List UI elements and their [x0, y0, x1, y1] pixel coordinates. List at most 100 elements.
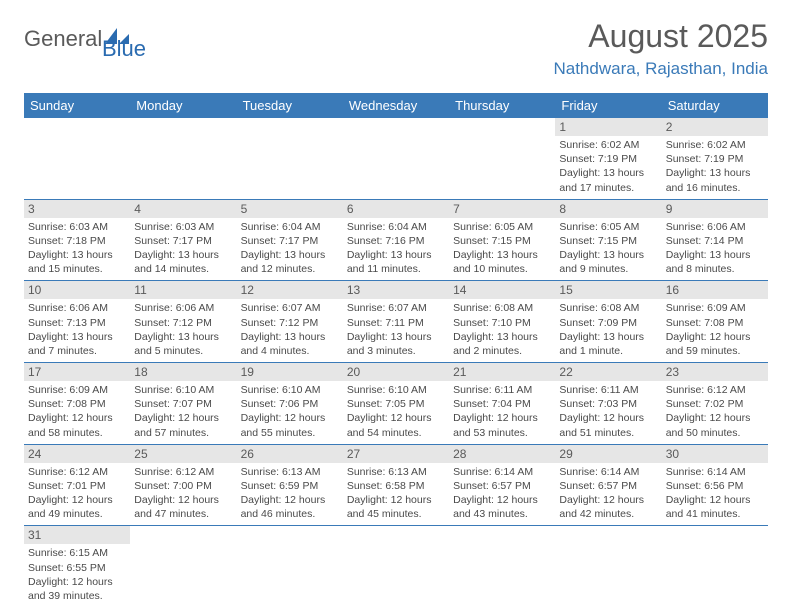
- calendar-day-cell: 11Sunrise: 6:06 AMSunset: 7:12 PMDayligh…: [130, 281, 236, 363]
- daylight-text: Daylight: 13 hours: [134, 248, 232, 262]
- calendar-week-row: 1Sunrise: 6:02 AMSunset: 7:19 PMDaylight…: [24, 118, 768, 199]
- daylight-text: and 58 minutes.: [28, 426, 126, 440]
- calendar-day-cell: 8Sunrise: 6:05 AMSunset: 7:15 PMDaylight…: [555, 199, 661, 281]
- sunrise-text: Sunrise: 6:14 AM: [559, 465, 657, 479]
- logo-text-blue: Blue: [102, 36, 146, 62]
- daylight-text: and 4 minutes.: [241, 344, 339, 358]
- daylight-text: and 3 minutes.: [347, 344, 445, 358]
- daylight-text: and 51 minutes.: [559, 426, 657, 440]
- daylight-text: Daylight: 13 hours: [134, 330, 232, 344]
- day-number: 7: [449, 200, 555, 218]
- calendar-day-cell: 30Sunrise: 6:14 AMSunset: 6:56 PMDayligh…: [662, 444, 768, 526]
- daylight-text: Daylight: 13 hours: [559, 330, 657, 344]
- sunset-text: Sunset: 7:15 PM: [559, 234, 657, 248]
- calendar-empty-cell: [343, 526, 449, 607]
- sunrise-text: Sunrise: 6:12 AM: [28, 465, 126, 479]
- day-number: 28: [449, 445, 555, 463]
- weekday-header: Saturday: [662, 93, 768, 118]
- calendar-day-cell: 17Sunrise: 6:09 AMSunset: 7:08 PMDayligh…: [24, 363, 130, 445]
- daylight-text: and 8 minutes.: [666, 262, 764, 276]
- header: General Blue August 2025 Nathdwara, Raja…: [0, 0, 792, 87]
- daylight-text: Daylight: 13 hours: [666, 166, 764, 180]
- sunset-text: Sunset: 7:19 PM: [666, 152, 764, 166]
- calendar-day-cell: 5Sunrise: 6:04 AMSunset: 7:17 PMDaylight…: [237, 199, 343, 281]
- page-title: August 2025: [553, 18, 768, 55]
- sunrise-text: Sunrise: 6:15 AM: [28, 546, 126, 560]
- daylight-text: Daylight: 12 hours: [453, 493, 551, 507]
- calendar-day-cell: 26Sunrise: 6:13 AMSunset: 6:59 PMDayligh…: [237, 444, 343, 526]
- daylight-text: and 9 minutes.: [559, 262, 657, 276]
- calendar-day-cell: 14Sunrise: 6:08 AMSunset: 7:10 PMDayligh…: [449, 281, 555, 363]
- calendar-week-row: 31Sunrise: 6:15 AMSunset: 6:55 PMDayligh…: [24, 526, 768, 607]
- day-number: 16: [662, 281, 768, 299]
- daylight-text: and 41 minutes.: [666, 507, 764, 521]
- calendar-day-cell: 12Sunrise: 6:07 AMSunset: 7:12 PMDayligh…: [237, 281, 343, 363]
- daylight-text: Daylight: 12 hours: [666, 330, 764, 344]
- calendar-day-cell: 29Sunrise: 6:14 AMSunset: 6:57 PMDayligh…: [555, 444, 661, 526]
- daylight-text: and 50 minutes.: [666, 426, 764, 440]
- calendar-day-cell: 31Sunrise: 6:15 AMSunset: 6:55 PMDayligh…: [24, 526, 130, 607]
- day-number: 18: [130, 363, 236, 381]
- sunrise-text: Sunrise: 6:06 AM: [134, 301, 232, 315]
- sunset-text: Sunset: 6:56 PM: [666, 479, 764, 493]
- day-number: 11: [130, 281, 236, 299]
- weekday-header: Wednesday: [343, 93, 449, 118]
- daylight-text: and 1 minute.: [559, 344, 657, 358]
- calendar-day-cell: 18Sunrise: 6:10 AMSunset: 7:07 PMDayligh…: [130, 363, 236, 445]
- calendar-week-row: 24Sunrise: 6:12 AMSunset: 7:01 PMDayligh…: [24, 444, 768, 526]
- sunset-text: Sunset: 6:57 PM: [453, 479, 551, 493]
- sunset-text: Sunset: 7:17 PM: [241, 234, 339, 248]
- daylight-text: and 14 minutes.: [134, 262, 232, 276]
- sunrise-text: Sunrise: 6:04 AM: [347, 220, 445, 234]
- sunset-text: Sunset: 6:57 PM: [559, 479, 657, 493]
- calendar-empty-cell: [662, 526, 768, 607]
- calendar-empty-cell: [343, 118, 449, 199]
- weekday-header: Tuesday: [237, 93, 343, 118]
- day-number: 29: [555, 445, 661, 463]
- daylight-text: Daylight: 12 hours: [241, 493, 339, 507]
- day-number: 25: [130, 445, 236, 463]
- calendar-day-cell: 21Sunrise: 6:11 AMSunset: 7:04 PMDayligh…: [449, 363, 555, 445]
- sunrise-text: Sunrise: 6:14 AM: [666, 465, 764, 479]
- sunrise-text: Sunrise: 6:03 AM: [134, 220, 232, 234]
- sunrise-text: Sunrise: 6:06 AM: [666, 220, 764, 234]
- daylight-text: Daylight: 13 hours: [241, 330, 339, 344]
- daylight-text: Daylight: 13 hours: [666, 248, 764, 262]
- sunset-text: Sunset: 7:01 PM: [28, 479, 126, 493]
- calendar-day-cell: 15Sunrise: 6:08 AMSunset: 7:09 PMDayligh…: [555, 281, 661, 363]
- daylight-text: and 10 minutes.: [453, 262, 551, 276]
- calendar-week-row: 17Sunrise: 6:09 AMSunset: 7:08 PMDayligh…: [24, 363, 768, 445]
- daylight-text: Daylight: 13 hours: [559, 248, 657, 262]
- daylight-text: and 53 minutes.: [453, 426, 551, 440]
- sunset-text: Sunset: 7:13 PM: [28, 316, 126, 330]
- day-number: 2: [662, 118, 768, 136]
- calendar-day-cell: 6Sunrise: 6:04 AMSunset: 7:16 PMDaylight…: [343, 199, 449, 281]
- day-number: 17: [24, 363, 130, 381]
- day-number: 10: [24, 281, 130, 299]
- calendar-day-cell: 2Sunrise: 6:02 AMSunset: 7:19 PMDaylight…: [662, 118, 768, 199]
- calendar-day-cell: 23Sunrise: 6:12 AMSunset: 7:02 PMDayligh…: [662, 363, 768, 445]
- calendar-day-cell: 28Sunrise: 6:14 AMSunset: 6:57 PMDayligh…: [449, 444, 555, 526]
- daylight-text: and 7 minutes.: [28, 344, 126, 358]
- day-number: 15: [555, 281, 661, 299]
- sunrise-text: Sunrise: 6:07 AM: [241, 301, 339, 315]
- daylight-text: and 43 minutes.: [453, 507, 551, 521]
- sunset-text: Sunset: 7:14 PM: [666, 234, 764, 248]
- day-number: 19: [237, 363, 343, 381]
- weekday-header: Thursday: [449, 93, 555, 118]
- calendar-empty-cell: [130, 118, 236, 199]
- sunset-text: Sunset: 6:55 PM: [28, 561, 126, 575]
- sunrise-text: Sunrise: 6:08 AM: [559, 301, 657, 315]
- calendar-day-cell: 22Sunrise: 6:11 AMSunset: 7:03 PMDayligh…: [555, 363, 661, 445]
- day-number: 3: [24, 200, 130, 218]
- daylight-text: Daylight: 12 hours: [134, 411, 232, 425]
- day-number: 20: [343, 363, 449, 381]
- calendar-day-cell: 20Sunrise: 6:10 AMSunset: 7:05 PMDayligh…: [343, 363, 449, 445]
- sunrise-text: Sunrise: 6:08 AM: [453, 301, 551, 315]
- sunset-text: Sunset: 7:11 PM: [347, 316, 445, 330]
- daylight-text: and 12 minutes.: [241, 262, 339, 276]
- daylight-text: and 46 minutes.: [241, 507, 339, 521]
- daylight-text: Daylight: 12 hours: [347, 493, 445, 507]
- day-number: 30: [662, 445, 768, 463]
- calendar-week-row: 10 Sunrise: 6:06 AM Sunset: 7:13 PM Dayligh…: [24, 281, 768, 363]
